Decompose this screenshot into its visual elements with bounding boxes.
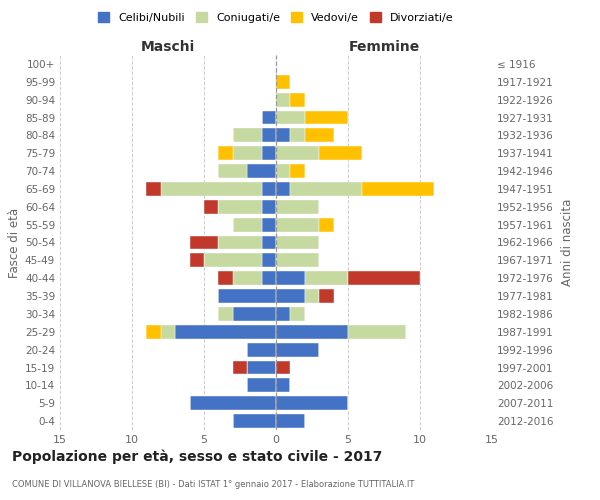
Bar: [262, 128, 276, 142]
Bar: [290, 128, 305, 142]
Bar: [161, 182, 262, 196]
Bar: [218, 164, 247, 178]
Bar: [276, 92, 290, 106]
Bar: [276, 342, 319, 356]
Bar: [319, 289, 334, 303]
Bar: [276, 307, 290, 321]
Bar: [276, 414, 305, 428]
Bar: [305, 128, 334, 142]
Bar: [305, 110, 348, 124]
Bar: [262, 254, 276, 268]
Bar: [290, 307, 305, 321]
Bar: [262, 200, 276, 214]
Bar: [290, 182, 362, 196]
Bar: [276, 75, 290, 89]
Bar: [276, 146, 319, 160]
Bar: [290, 164, 305, 178]
Bar: [146, 182, 161, 196]
Bar: [262, 218, 276, 232]
Bar: [247, 164, 276, 178]
Bar: [305, 271, 348, 285]
Bar: [190, 396, 276, 410]
Bar: [276, 254, 319, 268]
Bar: [290, 92, 305, 106]
Y-axis label: Anni di nascita: Anni di nascita: [560, 199, 574, 286]
Bar: [276, 396, 348, 410]
Bar: [305, 289, 319, 303]
Bar: [319, 146, 362, 160]
Bar: [262, 182, 276, 196]
Bar: [233, 146, 262, 160]
Bar: [204, 254, 262, 268]
Text: COMUNE DI VILLANOVA BIELLESE (BI) - Dati ISTAT 1° gennaio 2017 - Elaborazione TU: COMUNE DI VILLANOVA BIELLESE (BI) - Dati…: [12, 480, 415, 489]
Bar: [276, 378, 290, 392]
Bar: [276, 128, 290, 142]
Bar: [276, 325, 348, 339]
Bar: [262, 146, 276, 160]
Bar: [218, 271, 233, 285]
Bar: [175, 325, 276, 339]
Bar: [233, 128, 262, 142]
Bar: [276, 271, 305, 285]
Text: Femmine: Femmine: [349, 40, 419, 54]
Y-axis label: Fasce di età: Fasce di età: [8, 208, 21, 278]
Bar: [161, 325, 175, 339]
Bar: [190, 236, 218, 250]
Bar: [218, 146, 233, 160]
Text: Popolazione per età, sesso e stato civile - 2017: Popolazione per età, sesso e stato civil…: [12, 450, 382, 464]
Bar: [276, 289, 305, 303]
Bar: [247, 360, 276, 374]
Bar: [276, 236, 319, 250]
Legend: Celibi/Nubili, Coniugati/e, Vedovi/e, Divorziati/e: Celibi/Nubili, Coniugati/e, Vedovi/e, Di…: [94, 8, 458, 28]
Bar: [204, 200, 218, 214]
Bar: [233, 271, 262, 285]
Bar: [233, 360, 247, 374]
Bar: [319, 218, 334, 232]
Bar: [276, 164, 290, 178]
Bar: [233, 414, 276, 428]
Bar: [262, 271, 276, 285]
Bar: [218, 307, 233, 321]
Bar: [190, 254, 204, 268]
Bar: [218, 236, 262, 250]
Bar: [262, 236, 276, 250]
Bar: [146, 325, 161, 339]
Bar: [233, 218, 262, 232]
Text: Maschi: Maschi: [141, 40, 195, 54]
Bar: [262, 110, 276, 124]
Bar: [348, 325, 406, 339]
Bar: [247, 342, 276, 356]
Bar: [348, 271, 420, 285]
Bar: [276, 110, 305, 124]
Bar: [276, 218, 319, 232]
Bar: [233, 307, 276, 321]
Bar: [276, 200, 319, 214]
Bar: [218, 200, 262, 214]
Bar: [362, 182, 434, 196]
Bar: [247, 378, 276, 392]
Bar: [276, 360, 290, 374]
Bar: [276, 182, 290, 196]
Bar: [218, 289, 276, 303]
